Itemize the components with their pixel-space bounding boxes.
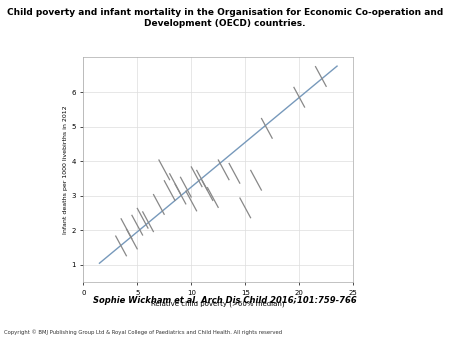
Text: Development (OECD) countries.: Development (OECD) countries. (144, 19, 306, 28)
Text: Child poverty and infant mortality in the Organisation for Economic Co-operation: Child poverty and infant mortality in th… (7, 8, 443, 18)
X-axis label: Relative child poverty (>60% median): Relative child poverty (>60% median) (152, 300, 285, 307)
Text: ADC: ADC (397, 308, 433, 323)
Y-axis label: Infant deaths per 1000 livebirths in 2012: Infant deaths per 1000 livebirths in 201… (63, 105, 68, 234)
Text: Sophie Wickham et al. Arch Dis Child 2016;101:759-766: Sophie Wickham et al. Arch Dis Child 201… (93, 296, 357, 305)
Text: Copyright © BMJ Publishing Group Ltd & Royal College of Paediatrics and Child He: Copyright © BMJ Publishing Group Ltd & R… (4, 329, 283, 335)
